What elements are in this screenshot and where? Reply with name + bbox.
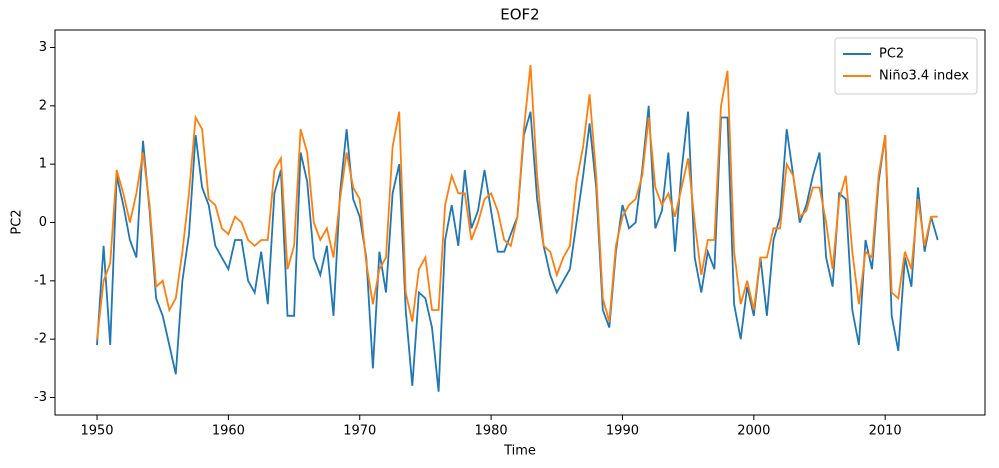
y-tick-label: -3 (34, 390, 47, 405)
x-tick-label: 2000 (737, 424, 770, 439)
data-line (96, 64, 938, 340)
x-tick-label: 1960 (212, 424, 245, 439)
x-tick-label: 1970 (343, 424, 376, 439)
y-tick-label: -1 (34, 273, 47, 288)
x-tick-label: 1980 (475, 424, 508, 439)
x-tick-label: 2010 (869, 424, 902, 439)
y-tick-label: 1 (39, 157, 47, 172)
legend-label: PC2 (879, 47, 904, 62)
data-line (96, 105, 939, 392)
legend-box (834, 37, 978, 95)
legend-label: Niño3.4 index (879, 69, 969, 84)
y-tick-label: 0 (39, 215, 47, 230)
y-tick-label: 2 (39, 98, 47, 113)
x-tick-label: 1990 (606, 424, 639, 439)
x-tick-label: 1950 (80, 424, 113, 439)
x-axis-label: Time (503, 444, 536, 459)
chart-title: EOF2 (500, 6, 539, 24)
y-tick-label: -2 (34, 332, 47, 347)
plot-frame (54, 29, 986, 416)
y-axis-label: PC2 (10, 209, 25, 234)
y-tick-label: 3 (39, 40, 47, 55)
